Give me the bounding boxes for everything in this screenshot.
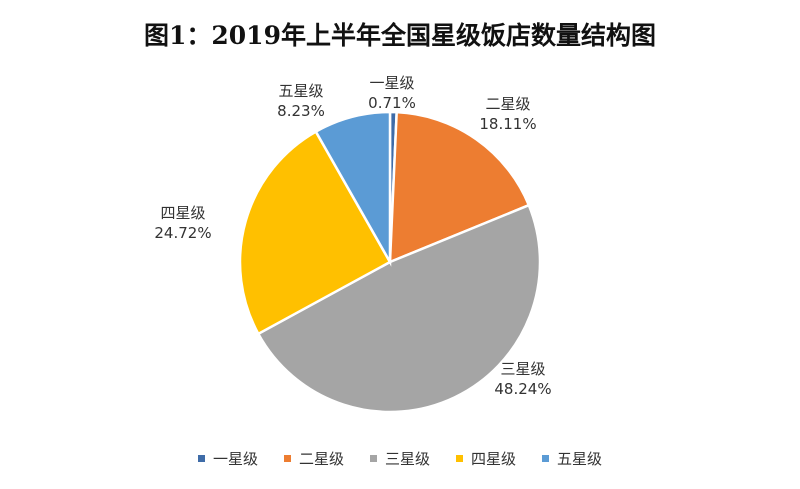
legend-label: 三星级 (384, 450, 430, 468)
chart-title: 图1：2019年上半年全国星级饭店数量结构图 (144, 21, 656, 50)
pie-slice-5 (314, 110, 392, 267)
slice-value-label: 0.71% (368, 94, 416, 112)
chart-legend: 一星级 二星级 三星级 四星级 五星级 (0, 448, 800, 469)
legend-label: 一星级 (212, 450, 258, 468)
slice-category-label: 五星级 (278, 82, 323, 100)
pie-slice-3 (256, 203, 542, 414)
legend-swatch (456, 455, 463, 462)
slice-value-label: 18.11% (479, 115, 536, 133)
legend-swatch (283, 455, 291, 462)
legend-item: 二星级 (283, 448, 344, 469)
legend-label: 四星级 (471, 450, 517, 468)
legend-swatch (197, 455, 205, 462)
slice-category-label: 四星级 (160, 204, 205, 222)
legend-swatch (369, 455, 377, 462)
legend-item: 五星级 (542, 448, 602, 469)
slice-value-label: 8.23% (277, 102, 325, 120)
slice-value-label: 24.72% (154, 224, 211, 242)
legend-label: 五星级 (557, 450, 603, 468)
legend-swatch (542, 455, 550, 462)
slice-category-label: 三星级 (500, 360, 545, 378)
slice-category-label: 一星级 (369, 74, 414, 92)
slice-category-label: 二星级 (485, 95, 530, 113)
pie-slice-2 (388, 110, 531, 264)
pie-chart: 一星级 0.71% 二星级 18.11% 三星级 48.24% 四星级 24.72% 五星级 8.… (154, 74, 552, 414)
legend-label: 二星级 (298, 450, 344, 468)
pie-slice-4 (238, 129, 392, 336)
slice-value-label: 48.24% (494, 380, 551, 398)
legend-item: 三星级 (369, 448, 430, 469)
legend-item: 四星级 (456, 448, 516, 469)
legend-item: 一星级 (197, 448, 258, 469)
